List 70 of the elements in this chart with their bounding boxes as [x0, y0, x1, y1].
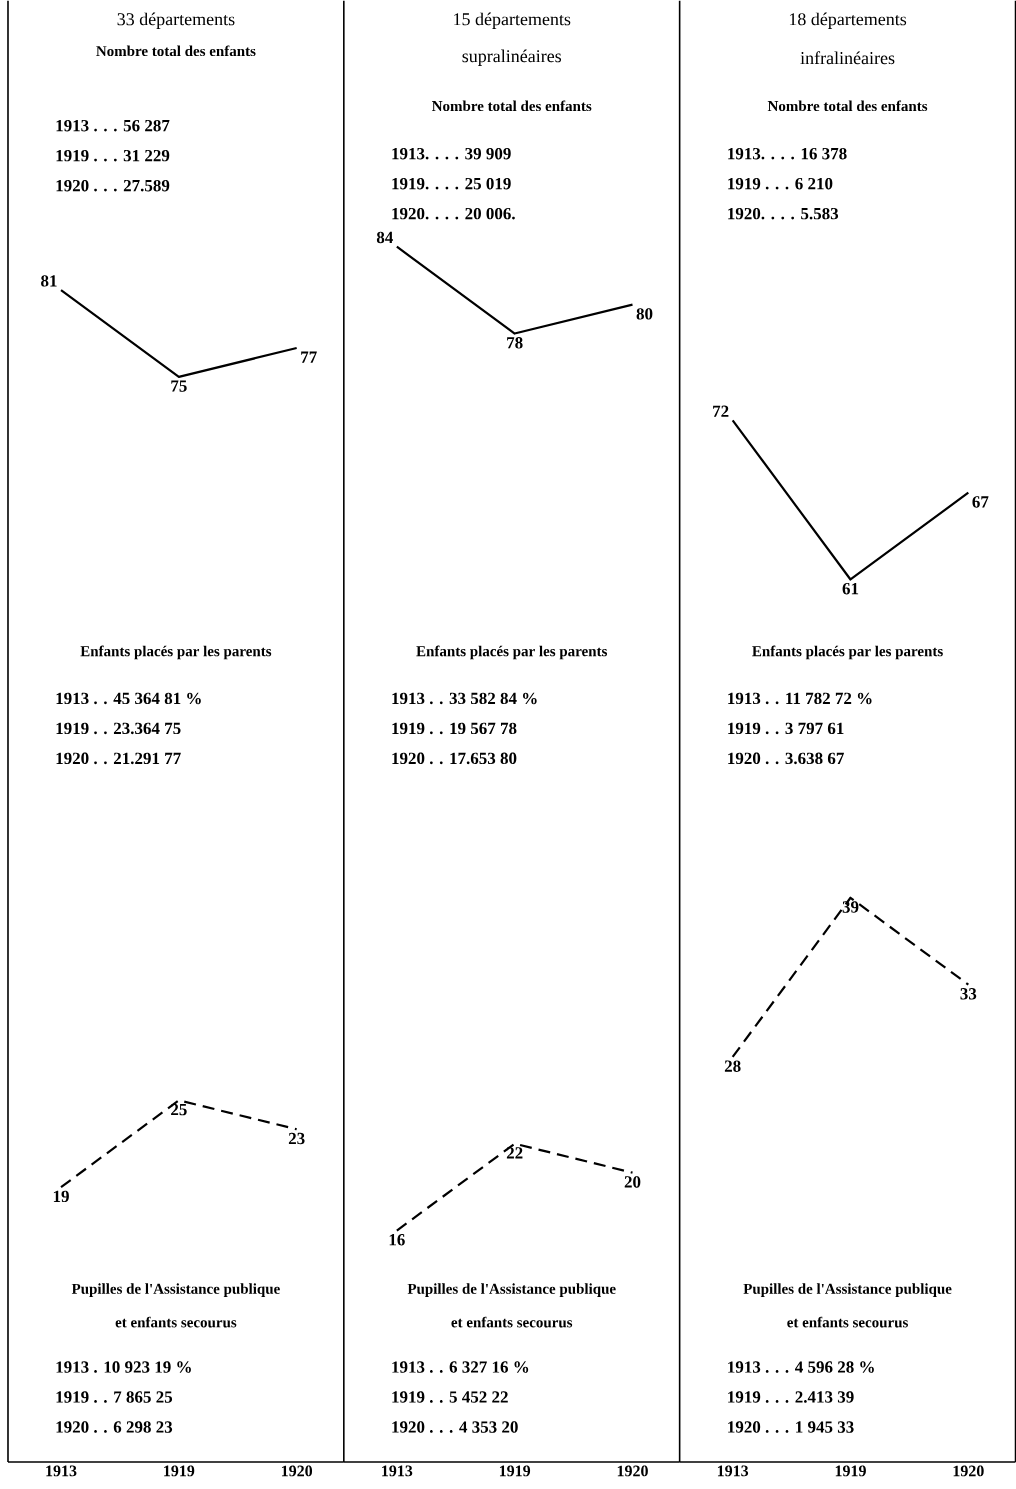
annotation: 1913 . . 45 364 81 % [56, 692, 201, 705]
x-tick-label: 1920 [281, 1465, 312, 1477]
data-label: 25 [170, 1103, 187, 1116]
annotation: 1919 . . 3 797 61 [727, 722, 844, 735]
data-label: 28 [724, 1060, 741, 1072]
annotation: 1913 . . 11 782 72 % [727, 692, 872, 705]
x-tick-label: 1913 [381, 1465, 413, 1477]
data-label: 19 [53, 1190, 69, 1203]
annotation: 1919 . . 5 452 22 [392, 1391, 508, 1403]
annotation: 1913 . . . 56 287 [56, 119, 170, 132]
x-tick-label: 1920 [953, 1465, 984, 1477]
data-label: 80 [636, 308, 653, 320]
annotation: Pupilles de l'Assistance publique [743, 1283, 952, 1297]
annotation: Pupilles de l'Assistance publique [71, 1283, 280, 1297]
x-tick-label: 1920 [617, 1465, 648, 1477]
text: infralinéaires [800, 51, 895, 65]
annotation: 1920. . . . 20 006. [392, 207, 515, 220]
data-label: 20 [624, 1176, 641, 1188]
data-label: 23 [288, 1132, 305, 1145]
annotation: 1920 . . 17.653 80 [392, 752, 517, 765]
text: 18 départements [789, 12, 906, 29]
annotation: 1920 . . . 4 353 20 [392, 1421, 518, 1433]
annotation: 1920 . . 21.291 77 [56, 752, 181, 765]
x-tick-label: 1919 [163, 1465, 195, 1477]
annotation: 1920 . . . 1 945 33 [727, 1421, 854, 1433]
data-label: 16 [389, 1234, 405, 1246]
annotation: 1920 . . . 27.589 [56, 179, 170, 192]
annotation: et enfants secourus [451, 1316, 572, 1328]
annotation: 1919 . . . 2.413 39 [727, 1391, 854, 1403]
x-tick-label: 1913 [46, 1465, 77, 1477]
data-label: 75 [171, 380, 187, 392]
data-label: 33 [960, 988, 977, 1000]
data-label: 78 [506, 337, 523, 349]
annotation: 1913. . . . 39 909 [392, 147, 511, 160]
text: 33 départements [117, 12, 235, 29]
annotation: Enfants placés par les parents [751, 645, 943, 660]
annotation: Nombre total des enfants [95, 45, 256, 57]
annotation: 1919 . . . 6 210 [727, 177, 833, 190]
annotation: et enfants secourus [115, 1316, 237, 1328]
annotation: 1913 . . 33 582 84 % [392, 692, 537, 705]
annotation: 1919 . . 23.364 75 [56, 722, 181, 735]
annotation: Nombre total des enfants [431, 100, 592, 112]
data-label: 61 [842, 583, 858, 595]
annotation: 1920. . . . 5.583 [727, 207, 838, 220]
annotation: 1913 . . 6 327 16 % [392, 1361, 528, 1373]
annotation: et enfants secourus [787, 1316, 908, 1328]
x-tick-label: 1919 [835, 1465, 866, 1477]
annotation: 1920 . . 3.638 67 [727, 752, 844, 765]
text: supralinéaires [462, 49, 561, 66]
annotation: Nombre total des enfants [767, 100, 927, 112]
annotation: 1913 . 10 923 19 % [56, 1361, 191, 1373]
data-label: 72 [712, 405, 729, 417]
annotation: 1919 . . 19 567 78 [392, 722, 517, 735]
annotation: Enfants placés par les parents [80, 645, 271, 660]
annotation: 1919 . . 7 865 25 [56, 1391, 172, 1403]
annotation: Enfants placés par les parents [416, 645, 607, 660]
annotation: 1913. . . . 16 378 [727, 147, 847, 160]
annotation: 1913 . . . 4 596 28 % [727, 1361, 874, 1373]
annotation: 1920 . . 6 298 23 [56, 1421, 172, 1433]
data-label: 67 [972, 496, 989, 508]
annotation: 1919 . . . 31 229 [56, 149, 170, 162]
data-label: 39 [842, 901, 859, 913]
annotation: 1919. . . . 25 019 [392, 177, 511, 190]
data-label: 81 [40, 275, 57, 287]
annotation: Pupilles de l'Assistance publique [407, 1283, 616, 1297]
x-tick-label: 1919 [499, 1465, 530, 1477]
data-label: 77 [300, 351, 317, 363]
text: 15 départements [453, 12, 571, 29]
x-tick-label: 1913 [717, 1465, 748, 1477]
data-label: 84 [376, 231, 393, 244]
